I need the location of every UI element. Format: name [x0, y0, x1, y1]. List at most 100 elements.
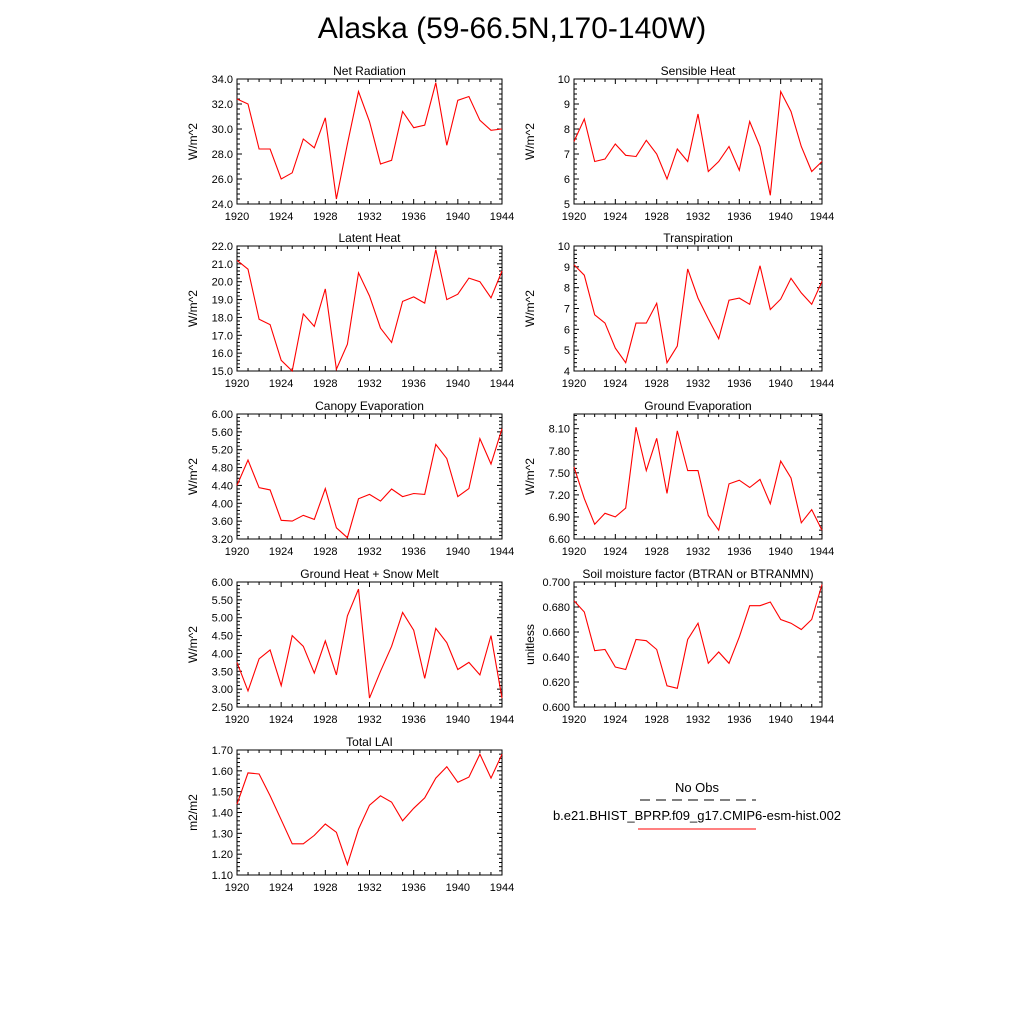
- y-axis-label: W/m^2: [186, 123, 200, 160]
- x-tick-label: 1936: [401, 714, 425, 726]
- series-line: [573, 89, 823, 196]
- x-tick-label: 1932: [686, 211, 710, 223]
- x-tick-label: 1936: [727, 714, 751, 726]
- plot-frame: [236, 581, 503, 708]
- x-tick-label: 1932: [357, 378, 381, 390]
- y-tick-label: 8.10: [549, 424, 570, 436]
- x-tick-label: 1924: [269, 211, 293, 223]
- panel-title: Sensible Heat: [661, 64, 736, 78]
- x-tick-label: 1936: [401, 546, 425, 558]
- plot-frame: [236, 245, 503, 372]
- x-tick-label: 1920: [562, 714, 586, 726]
- y-tick-label: 7: [564, 304, 570, 316]
- y-axis-label: W/m^2: [186, 290, 200, 327]
- panel-title: Net Radiation: [333, 64, 406, 78]
- panel-2: 1920 1924 1928 1932 1936 1940 1944 15.0 16.0 17.0…: [186, 231, 514, 390]
- x-tick-label: 1944: [490, 714, 514, 726]
- y-tick-label: 4.00: [212, 498, 233, 510]
- y-tick-label: 5: [564, 199, 570, 211]
- y-tick-label: 5.20: [212, 445, 233, 457]
- panel-title: Transpiration: [663, 231, 733, 245]
- x-tick-label: 1924: [603, 211, 627, 223]
- x-tick-label: 1924: [269, 882, 293, 894]
- y-tick-label: 10: [558, 74, 570, 86]
- y-tick-label: 3.00: [212, 684, 233, 696]
- series-line: [236, 752, 503, 867]
- y-tick-label: 1.20: [212, 849, 233, 861]
- x-tick-label: 1928: [644, 546, 668, 558]
- y-tick-label: 5.00: [212, 613, 233, 625]
- x-tick-label: 1920: [225, 714, 249, 726]
- y-tick-label: 0.680: [542, 602, 570, 614]
- panel-title: Soil moisture factor (BTRAN or BTRANMN): [582, 567, 813, 581]
- y-tick-label: 16.0: [212, 348, 233, 360]
- y-tick-label: 6.00: [212, 577, 233, 589]
- x-tick-label: 1940: [768, 714, 792, 726]
- y-axis-label: W/m^2: [186, 458, 200, 495]
- y-tick-label: 3.20: [212, 534, 233, 546]
- x-tick-label: 1928: [644, 211, 668, 223]
- x-tick-label: 1928: [644, 714, 668, 726]
- x-tick-label: 1936: [401, 211, 425, 223]
- figure-title: Alaska (59-66.5N,170-140W): [317, 12, 707, 45]
- panel-4: 1920 1924 1928 1932 1936 1940 1944 3.20 3.60 4.00…: [186, 399, 514, 558]
- x-tick-label: 1944: [810, 378, 834, 390]
- y-tick-label: 5.60: [212, 427, 233, 439]
- y-tick-label: 6.90: [549, 512, 570, 524]
- x-tick-label: 1936: [727, 378, 751, 390]
- x-tick-label: 1940: [446, 211, 470, 223]
- y-tick-label: 30.0: [212, 124, 233, 136]
- x-tick-label: 1932: [357, 882, 381, 894]
- y-tick-label: 8: [564, 124, 570, 136]
- series-line: [573, 264, 823, 365]
- panel-5: 1920 1924 1928 1932 1936 1940 1944 6.60 6.90 7.20…: [523, 399, 834, 558]
- y-tick-label: 0.620: [542, 677, 570, 689]
- y-tick-label: 17.0: [212, 330, 233, 342]
- x-tick-label: 1940: [446, 714, 470, 726]
- plot-frame: [236, 78, 503, 205]
- y-tick-label: 0.640: [542, 652, 570, 664]
- plot-frame: [236, 413, 503, 540]
- x-tick-label: 1928: [313, 546, 337, 558]
- y-tick-label: 0.660: [542, 627, 570, 639]
- x-tick-label: 1920: [562, 546, 586, 558]
- plot-frame: [573, 78, 823, 205]
- y-tick-label: 1.10: [212, 870, 233, 882]
- panel-title: Latent Heat: [338, 231, 401, 245]
- y-tick-label: 8: [564, 283, 570, 295]
- x-tick-label: 1936: [727, 211, 751, 223]
- y-tick-label: 0.700: [542, 577, 570, 589]
- x-tick-label: 1932: [686, 546, 710, 558]
- panel-title: Total LAI: [346, 735, 393, 749]
- x-tick-label: 1944: [490, 378, 514, 390]
- x-tick-label: 1928: [313, 714, 337, 726]
- panel-3: 1920 1924 1928 1932 1936 1940 1944 4 5 6 7 8 9 10 Tran…: [523, 231, 834, 390]
- series-line: [573, 584, 823, 689]
- y-axis-label: W/m^2: [186, 626, 200, 663]
- x-tick-label: 1944: [490, 882, 514, 894]
- x-tick-label: 1924: [269, 714, 293, 726]
- y-tick-label: 18.0: [212, 312, 233, 324]
- x-tick-label: 1936: [401, 882, 425, 894]
- x-tick-label: 1924: [603, 378, 627, 390]
- y-tick-label: 4.50: [212, 631, 233, 643]
- y-tick-label: 7.80: [549, 446, 570, 458]
- y-axis-label: unitless: [523, 624, 537, 665]
- plot-frame: [573, 245, 823, 372]
- x-tick-label: 1932: [686, 714, 710, 726]
- y-tick-label: 3.60: [212, 516, 233, 528]
- y-tick-label: 19.0: [212, 295, 233, 307]
- y-tick-label: 5: [564, 345, 570, 357]
- y-tick-label: 21.0: [212, 259, 233, 271]
- x-tick-label: 1932: [686, 378, 710, 390]
- y-tick-label: 9: [564, 262, 570, 274]
- y-tick-label: 6.60: [549, 534, 570, 546]
- x-tick-label: 1924: [269, 378, 293, 390]
- y-tick-label: 1.50: [212, 787, 233, 799]
- y-tick-label: 6.00: [212, 409, 233, 421]
- x-tick-label: 1940: [446, 882, 470, 894]
- x-tick-label: 1940: [768, 378, 792, 390]
- x-tick-label: 1944: [810, 714, 834, 726]
- series-line: [236, 428, 503, 539]
